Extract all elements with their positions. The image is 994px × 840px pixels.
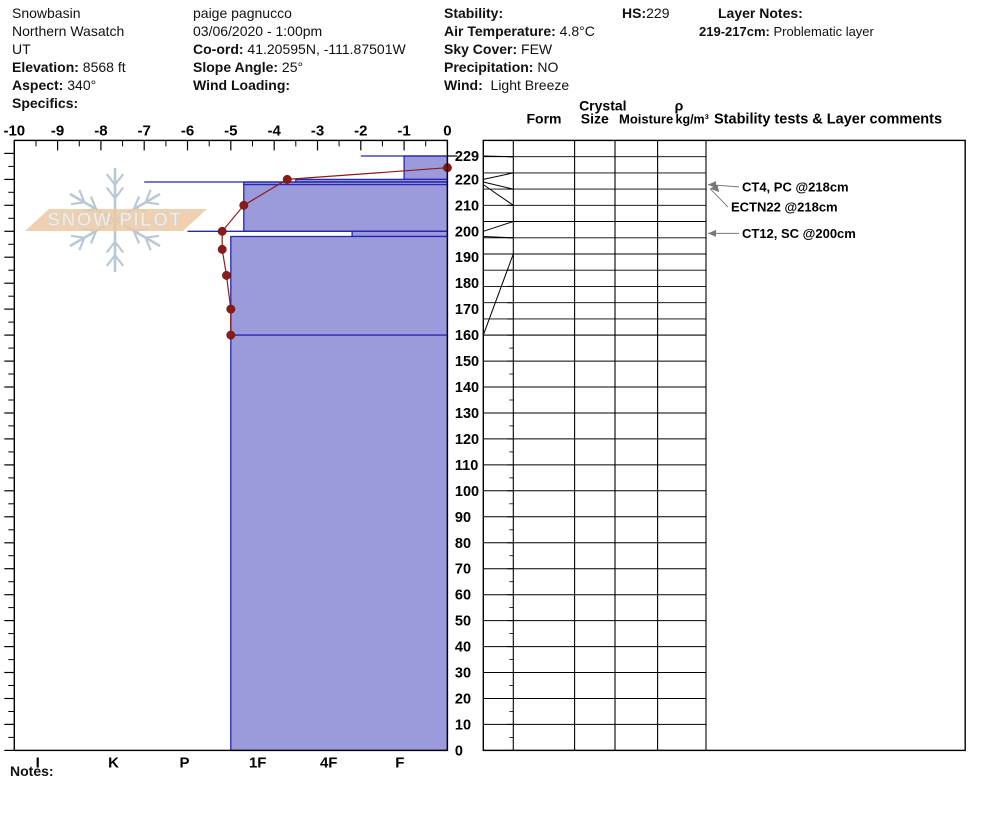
svg-text:-4: -4: [268, 122, 282, 139]
svg-text:kg/m³: kg/m³: [676, 112, 709, 126]
svg-text:200: 200: [455, 224, 479, 240]
svg-text:ρ: ρ: [675, 97, 684, 113]
svg-text:CT4, PC @218cm: CT4, PC @218cm: [742, 179, 849, 194]
svg-text:CT12, SC @200cm: CT12, SC @200cm: [742, 226, 856, 241]
svg-text:-2: -2: [354, 122, 367, 139]
svg-text:ECTN22 @218cm: ECTN22 @218cm: [731, 200, 838, 215]
svg-text:70: 70: [455, 562, 471, 578]
svg-text:20: 20: [455, 692, 471, 708]
svg-text:229: 229: [455, 149, 479, 165]
svg-text:0: 0: [455, 743, 463, 759]
svg-text:30: 30: [455, 666, 471, 682]
svg-text:50: 50: [455, 614, 471, 630]
svg-text:-1: -1: [397, 122, 410, 139]
svg-text:220: 220: [455, 172, 479, 188]
svg-text:40: 40: [455, 640, 471, 656]
svg-text:1F: 1F: [249, 754, 267, 771]
svg-text:-8: -8: [94, 122, 107, 139]
svg-text:4F: 4F: [320, 754, 338, 771]
svg-text:Form: Form: [527, 110, 562, 126]
svg-text:110: 110: [455, 458, 478, 474]
svg-text:190: 190: [455, 250, 479, 266]
svg-text:150: 150: [455, 354, 479, 370]
svg-text:160: 160: [455, 328, 479, 344]
svg-text:100: 100: [455, 484, 479, 500]
svg-text:-3: -3: [311, 122, 324, 139]
svg-text:180: 180: [455, 276, 479, 292]
svg-text:P: P: [179, 754, 189, 771]
svg-text:K: K: [108, 754, 119, 771]
svg-text:Size: Size: [581, 110, 609, 126]
svg-text:60: 60: [455, 588, 471, 604]
svg-text:-5: -5: [224, 122, 237, 139]
svg-text:Moisture: Moisture: [619, 111, 673, 126]
svg-text:F: F: [395, 754, 404, 771]
svg-text:-9: -9: [51, 122, 64, 139]
svg-text:-10: -10: [3, 122, 25, 139]
svg-text:10: 10: [455, 717, 471, 733]
svg-text:-7: -7: [138, 122, 151, 139]
svg-text:90: 90: [455, 510, 471, 526]
svg-text:Stability tests & Layer commen: Stability tests & Layer comments: [714, 111, 942, 127]
svg-text:80: 80: [455, 536, 471, 552]
svg-text:140: 140: [455, 380, 479, 396]
svg-text:130: 130: [455, 406, 479, 422]
svg-text:120: 120: [455, 432, 479, 448]
svg-text:-6: -6: [181, 122, 194, 139]
svg-text:210: 210: [455, 198, 479, 214]
svg-text:170: 170: [455, 302, 479, 318]
svg-text:0: 0: [443, 122, 451, 139]
svg-text:SNOW PILOT: SNOW PILOT: [47, 210, 182, 231]
